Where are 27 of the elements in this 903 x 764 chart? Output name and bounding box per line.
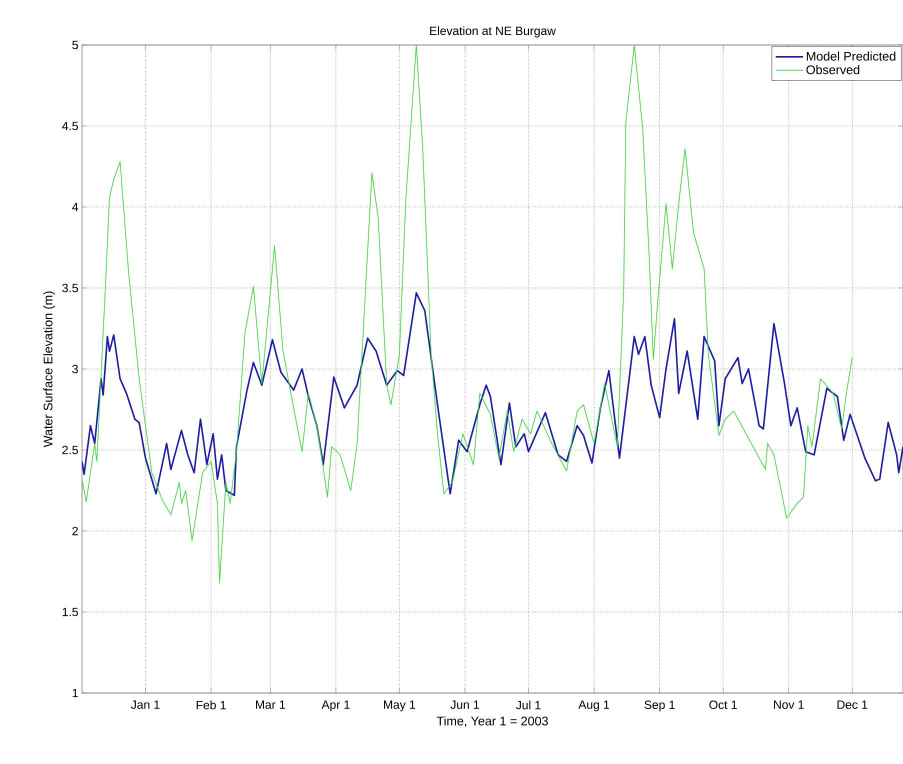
x-tick-label: Dec 1 <box>838 700 868 709</box>
x-tick-label: Jul 1 <box>516 700 541 710</box>
y-axis-title: Water Surface Elevation (m) <box>43 292 55 448</box>
legend-label: Model Predicted <box>806 51 896 61</box>
y-tick-label: 2.5 <box>62 446 78 454</box>
y-tick-label: 5 <box>72 40 78 50</box>
y-tick-label: 4.5 <box>62 122 78 130</box>
y-tick-label: 3 <box>72 364 78 374</box>
x-tick-label: Nov 1 <box>774 700 804 709</box>
x-tick-label: Sep 1 <box>644 700 675 712</box>
y-tick-label: 1 <box>72 688 78 698</box>
x-tick-label: May 1 <box>384 700 416 712</box>
x-tick-label: Apr 1 <box>322 700 350 712</box>
legend-label: Observed <box>806 65 860 74</box>
y-tick-label: 3.5 <box>62 284 78 292</box>
x-axis-title: Time, Year 1 = 2003 <box>436 716 548 727</box>
chart-title: Elevation at NE Burgaw <box>430 26 556 38</box>
x-tick-label: Jan 1 <box>130 700 160 709</box>
line-series <box>82 292 903 496</box>
y-tick-label: 4 <box>72 202 78 212</box>
x-tick-label: Mar 1 <box>256 700 286 709</box>
x-tick-label: Feb 1 <box>196 700 226 710</box>
y-tick-label: 1.5 <box>62 608 78 616</box>
y-tick-label: 2 <box>72 526 78 536</box>
x-tick-label: Aug 1 <box>578 700 610 712</box>
x-tick-label: Oct 1 <box>709 700 737 710</box>
x-tick-label: Jun 1 <box>450 700 480 709</box>
